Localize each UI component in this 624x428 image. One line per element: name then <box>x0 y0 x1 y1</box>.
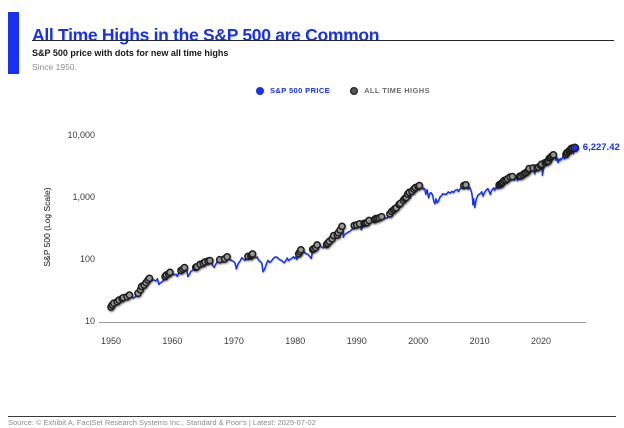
ath-dot <box>206 256 214 265</box>
page-title: All Time Highs in the S&P 500 are Common <box>32 24 380 45</box>
ath-dot <box>338 222 346 231</box>
ath-dot <box>415 181 424 190</box>
ath-dot <box>297 245 305 254</box>
chart-subtitle: S&P 500 price with dots for new all time… <box>32 48 229 58</box>
source-text: Source: © Exhibit A, FactSet Research Sy… <box>8 418 316 427</box>
legend-label-sp500: S&P 500 PRICE <box>270 86 331 95</box>
latest-price-dot <box>570 143 580 153</box>
since-note: Since 1950. <box>32 62 77 72</box>
x-tick-label: 2000 <box>408 336 429 346</box>
sp500-price-dot-icon <box>256 86 264 95</box>
x-tick-label: 2010 <box>469 336 490 346</box>
title-divider <box>32 40 614 41</box>
ath-dot <box>248 250 257 258</box>
x-tick-label: 1950 <box>100 336 122 346</box>
y-tick-label: 10,000 <box>67 130 95 140</box>
x-tick-label: 1980 <box>285 336 306 346</box>
legend-label-ath: ALL TIME HIGHS <box>364 86 430 95</box>
ath-dot <box>166 268 174 277</box>
x-tick-label: 1990 <box>346 336 367 346</box>
y-tick-label: 1,000 <box>72 192 95 202</box>
ath-dot <box>549 150 558 159</box>
ath-dot <box>313 241 321 249</box>
ath-dot <box>377 212 386 221</box>
ath-dot <box>508 172 517 181</box>
end-value-label: 6,227.42 <box>582 141 620 153</box>
ath-dot <box>180 263 189 272</box>
x-axis-line <box>99 322 586 323</box>
price-plot <box>107 143 580 311</box>
x-tick-label: 1960 <box>162 336 183 346</box>
y-tick-label: 10 <box>84 316 95 326</box>
all-time-highs-dot-icon <box>350 86 359 95</box>
ath-dot <box>125 291 134 299</box>
ath-dot <box>223 252 231 261</box>
legend: S&P 500 PRICE ALL TIME HIGHS <box>256 86 430 95</box>
footer-divider <box>8 416 616 417</box>
legend-item-ath: ALL TIME HIGHS <box>350 86 430 95</box>
ath-dots <box>107 143 580 311</box>
x-tick-label: 1970 <box>223 336 244 346</box>
ath-dot <box>145 274 154 283</box>
ath-dot <box>461 181 470 189</box>
accent-bar <box>8 12 19 74</box>
y-tick-label: 100 <box>79 254 95 264</box>
x-tick-label: 2020 <box>530 336 552 346</box>
legend-item-sp500: S&P 500 PRICE <box>256 86 330 95</box>
